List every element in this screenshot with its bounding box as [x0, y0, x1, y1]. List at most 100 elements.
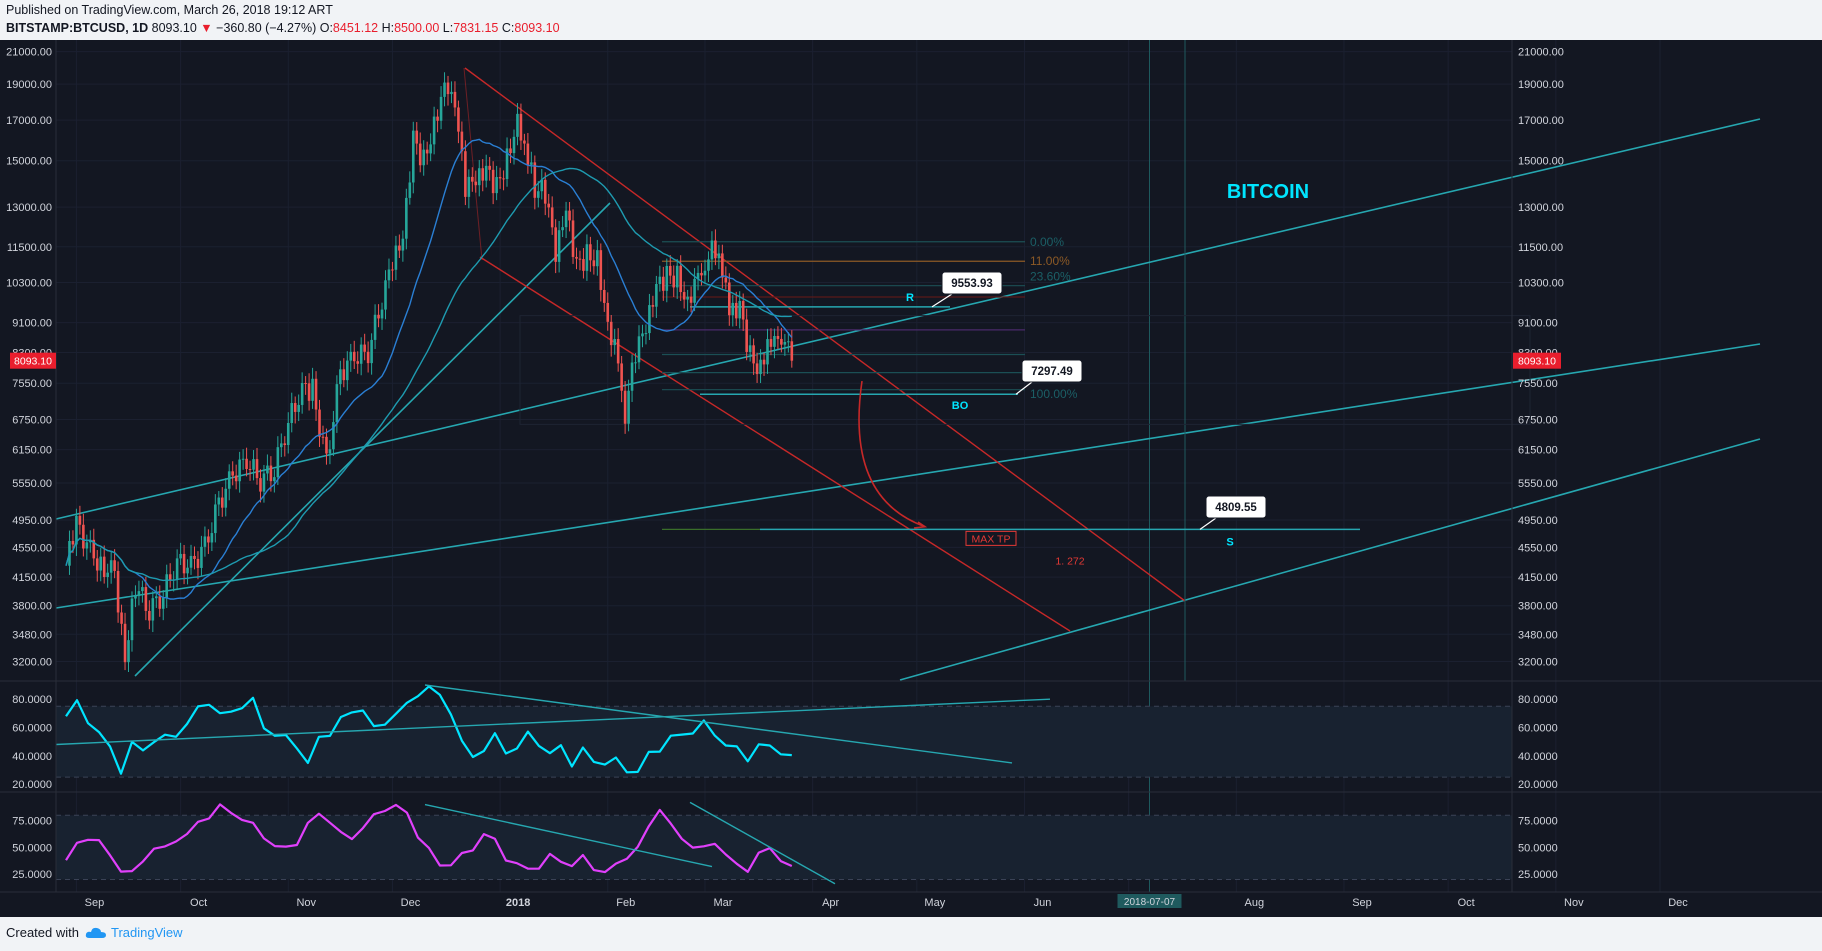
lower-trend-line	[55, 343, 1761, 609]
candle-body	[144, 587, 148, 611]
y-tick-label-right: 3480.00	[1518, 629, 1558, 641]
candle-body	[116, 570, 120, 613]
candle-body	[161, 597, 165, 609]
oscillator-1-trend-line	[424, 684, 1013, 764]
candle-body	[575, 256, 578, 259]
y-tick-label-left: 4550.00	[12, 542, 52, 554]
candle-body	[453, 91, 457, 108]
y-tick-label-left: 6150.00	[12, 445, 52, 457]
candle-body	[543, 179, 547, 204]
candle-body	[210, 533, 214, 543]
low-label: L:	[442, 21, 454, 35]
oscillator-2-y-tick-label: 25.0000	[1518, 869, 1558, 881]
candle-body	[366, 351, 370, 364]
steep-trend-line	[134, 202, 611, 677]
candle-body	[262, 473, 266, 492]
y-tick-label-right: 21000.00	[1518, 47, 1564, 59]
candle-body	[571, 220, 575, 257]
candle-body	[585, 244, 589, 271]
candle-body	[165, 574, 169, 598]
candle-body	[255, 459, 259, 479]
y-tick-label-left: 9100.00	[12, 318, 52, 330]
candle-body	[248, 469, 252, 471]
candle-body	[130, 598, 134, 641]
x-tick-label: 2018	[506, 897, 530, 909]
candle-body	[651, 305, 655, 307]
candle-body	[193, 555, 196, 559]
candle-body	[609, 321, 613, 346]
candle-body	[269, 465, 273, 482]
candle-body	[467, 176, 471, 197]
y-tick-label-left: 3800.00	[12, 601, 52, 613]
candle-body	[189, 555, 193, 568]
candle-body	[151, 598, 155, 621]
candle-body	[314, 378, 318, 410]
candle-body	[627, 390, 630, 424]
candle-body	[512, 136, 516, 154]
callout-pointer	[1199, 517, 1217, 530]
candle-body	[384, 280, 387, 310]
candle-body	[599, 250, 603, 290]
candle-body	[182, 553, 186, 574]
oscillator-2-y-tick-label-left: 25.0000	[12, 869, 52, 881]
candle-body	[710, 240, 714, 260]
oscillator-1-y-tick-label: 60.0000	[1518, 723, 1558, 735]
candle-body	[498, 177, 502, 179]
candle-body	[634, 362, 637, 364]
open-value: 8451.12	[332, 21, 379, 35]
y-tick-label-right: 13000.00	[1518, 202, 1564, 214]
candle-body	[286, 422, 290, 446]
chart-title: BITCOIN	[1227, 181, 1309, 203]
callout-value: 9553.93	[951, 278, 993, 290]
candle-body	[283, 443, 287, 446]
high-label: H:	[381, 21, 395, 35]
candle-body	[75, 515, 78, 545]
x-tick-label: Dec	[1668, 897, 1688, 909]
y-tick-label-right: 9100.00	[1518, 318, 1558, 330]
open-label: O:	[319, 21, 333, 35]
candle-body	[71, 540, 75, 545]
x-tick-label: May	[924, 897, 945, 909]
fib-percent-label: 0.00%	[1030, 235, 1064, 249]
candle-body	[134, 596, 137, 599]
x-tick-label: Oct	[1458, 897, 1475, 909]
candle-body	[523, 140, 526, 144]
y-tick-label-left: 3480.00	[12, 629, 52, 641]
x-tick-label: Dec	[401, 897, 421, 909]
cloud-logo-icon	[85, 927, 106, 938]
chart-canvas[interactable]: 0.00% 11.00%23.60% 100.00% 21000.00 21000.0…	[0, 40, 1822, 917]
candle-body	[158, 596, 162, 609]
candle-body	[196, 558, 200, 568]
candle-body	[696, 272, 700, 279]
callout-box	[941, 271, 1003, 295]
candle-body	[408, 182, 412, 198]
candle-body	[790, 341, 794, 361]
candle-body	[738, 300, 742, 319]
tradingview-link[interactable]: TradingView	[85, 925, 183, 940]
candle-body	[547, 203, 551, 208]
candle-body	[450, 91, 453, 95]
candle-body	[755, 363, 759, 375]
candle-body	[724, 277, 728, 283]
oscillator-2-band	[56, 815, 1512, 880]
label-max-tp: MAX TP	[972, 533, 1011, 545]
candle-body	[109, 560, 113, 573]
candle-body	[762, 359, 766, 365]
candle-body	[700, 272, 703, 276]
symbol-name[interactable]: BITSTAMP:BTCUSD, 1D	[6, 21, 149, 35]
candle-body	[307, 383, 311, 401]
oscillator-1-y-tick-label: 20.0000	[1518, 779, 1558, 791]
price-change: −360.80 (−4.27%)	[216, 21, 317, 35]
candle-body	[102, 556, 106, 578]
candle-body	[380, 309, 384, 319]
x-cursor-label: 2018-07-07	[1124, 897, 1176, 908]
y-tick-label-right: 3800.00	[1518, 601, 1558, 613]
candle-body	[99, 556, 103, 571]
callout-value: 4809.55	[1215, 502, 1257, 514]
oscillator-1-y-tick-label-left: 80.0000	[12, 694, 52, 706]
candle-body	[648, 305, 651, 334]
candle-body	[95, 558, 99, 571]
candle-body	[658, 276, 662, 284]
y-tick-label-right: 5550.00	[1518, 478, 1558, 490]
candle-body	[311, 378, 314, 401]
